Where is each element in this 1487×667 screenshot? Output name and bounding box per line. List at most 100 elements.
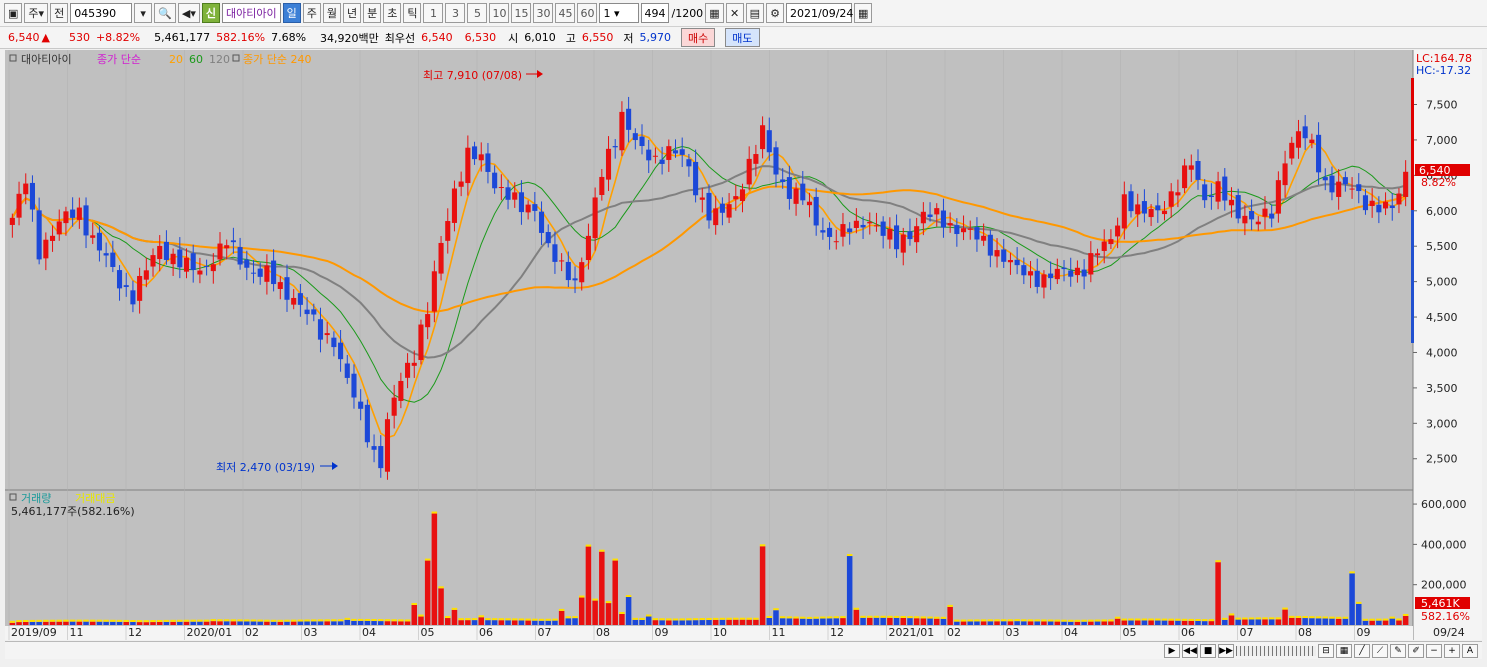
zoom-in-icon[interactable]: + (1444, 643, 1460, 658)
candle-body (257, 268, 263, 277)
interval-3[interactable]: 3 (445, 3, 466, 23)
amount-cap (1389, 616, 1396, 619)
candle-body (110, 252, 116, 267)
volume-bar (1362, 620, 1369, 625)
candle-body (699, 197, 705, 200)
scroll-prev-icon[interactable]: ◀◀ (1182, 643, 1198, 658)
all-button[interactable]: 전 (50, 3, 69, 23)
font-icon[interactable]: A (1462, 643, 1478, 658)
candle-body (311, 309, 317, 315)
volume-bar (270, 621, 277, 625)
search-icon[interactable]: 🔍 (154, 3, 176, 23)
shin-badge[interactable]: 신 (201, 3, 220, 23)
amount-cap (297, 619, 304, 622)
sell-button[interactable]: 매도 (725, 28, 760, 47)
date-input[interactable]: 2021/09/24 (786, 3, 853, 23)
grid-icon[interactable]: ▦ (1336, 643, 1352, 658)
period-week[interactable]: 주 (302, 3, 321, 23)
volume-bar (880, 617, 886, 625)
calendar-icon[interactable]: ▦ (854, 3, 873, 23)
amount-cap (699, 618, 706, 621)
volume-bar (893, 617, 900, 625)
amount-cap (552, 618, 558, 621)
volume-bar (1000, 621, 1007, 625)
period-tick[interactable]: 틱 (403, 3, 422, 23)
scroll-next-icon[interactable]: ▶▶ (1218, 643, 1234, 658)
interval-15[interactable]: 15 (511, 3, 532, 23)
amount-cap (1208, 619, 1215, 622)
speaker-icon[interactable]: ◀▾ (177, 3, 200, 23)
amount-cap (404, 619, 411, 622)
window-icon[interactable]: ▣ (4, 3, 23, 23)
candle-body (204, 265, 210, 267)
amount-cap (491, 618, 498, 621)
amount-cap (1329, 616, 1335, 619)
data-count-max: /1200 (671, 6, 704, 20)
volume-bar (739, 619, 746, 625)
amount-cap (83, 619, 89, 622)
pen-icon[interactable]: ✎ (1390, 643, 1406, 658)
volume-bar (719, 619, 726, 625)
chart-settings-icon[interactable]: ▦ (705, 3, 724, 23)
draw-icon[interactable]: ╱ (1354, 643, 1370, 658)
candle-body (76, 207, 82, 220)
interval-30[interactable]: 30 (533, 3, 554, 23)
brush-icon[interactable]: ✐ (1408, 643, 1424, 658)
volume-panel[interactable] (5, 490, 1413, 626)
market-select[interactable]: 주 ▾ (24, 3, 49, 23)
candle-body (860, 224, 866, 228)
price-panel[interactable] (5, 50, 1413, 490)
volume-bar (1121, 620, 1128, 625)
volume-bar (1255, 619, 1262, 625)
amount-cap (197, 619, 203, 622)
open-label: 시 (508, 31, 519, 45)
candle-body (981, 235, 987, 241)
stock-chart[interactable]: 7,5007,0006,5006,0005,5005,0004,5004,000… (5, 50, 1482, 640)
candle-body (626, 108, 632, 130)
candle-body (1121, 194, 1127, 229)
volume-bar (974, 621, 980, 625)
code-dropdown-icon[interactable]: ▾ (134, 3, 153, 23)
candle-body (518, 192, 524, 213)
fit-icon[interactable]: ⊟ (1318, 643, 1334, 658)
period-year[interactable]: 년 (342, 3, 362, 23)
stop-icon[interactable]: ■ (1200, 643, 1216, 658)
volume-bar (1335, 618, 1342, 625)
interval-count-input[interactable]: 1 ▾ (599, 3, 640, 23)
interval-10[interactable]: 10 (489, 3, 510, 23)
interval-5[interactable]: 5 (467, 3, 488, 23)
volume-bar (1215, 562, 1221, 625)
volume-bar (632, 619, 639, 625)
period-day[interactable]: 일 (282, 3, 301, 23)
gear-icon[interactable]: ⚙ (766, 3, 784, 23)
crosshair-icon[interactable]: ✕ (725, 3, 744, 23)
chart-scrollbar[interactable]: ▶ ◀◀ ■ ▶▶ ⊟ ▦ ╱ ⟋ ✎ ✐ − + A (5, 641, 1482, 659)
interval-45[interactable]: 45 (555, 3, 576, 23)
code-input[interactable]: 045390 (70, 3, 133, 23)
legend-box-icon (9, 54, 17, 62)
x-tick-label: 02 (245, 626, 259, 639)
buy-button[interactable]: 매수 (681, 28, 716, 47)
volume-bar (800, 618, 806, 625)
scroll-right-icon[interactable]: ▶ (1164, 643, 1180, 658)
amount-cap (1295, 615, 1302, 618)
candle-body (1376, 204, 1382, 213)
volume-bar (424, 560, 431, 625)
candle-body (693, 161, 699, 196)
volume-bar (733, 619, 739, 625)
period-month[interactable]: 월 (322, 3, 341, 23)
period-minute[interactable]: 분 (363, 3, 382, 23)
zoom-out-icon[interactable]: − (1426, 643, 1442, 658)
line-icon[interactable]: ⟋ (1372, 643, 1388, 658)
period-second[interactable]: 초 (383, 3, 402, 23)
interval-1[interactable]: 1 (423, 3, 444, 23)
price-tag (1415, 164, 1470, 176)
candle-body (867, 221, 873, 224)
volume-bar (1047, 621, 1054, 625)
save-icon[interactable]: ▤ (745, 3, 764, 23)
amount-cap (1014, 619, 1020, 622)
candle-body (458, 181, 464, 187)
zoom-slider[interactable] (1236, 645, 1316, 656)
interval-60[interactable]: 60 (577, 3, 598, 23)
data-count-input[interactable]: 494 (641, 3, 670, 23)
